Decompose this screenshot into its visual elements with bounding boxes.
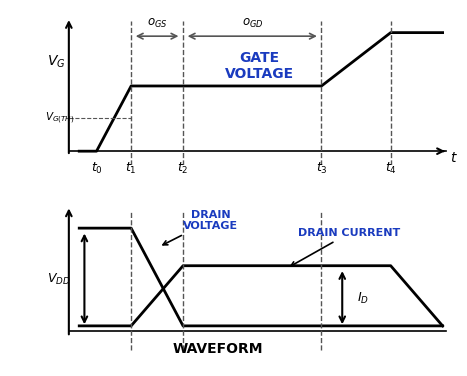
Text: $V_G$: $V_G$	[48, 54, 66, 70]
Text: WAVEFORM: WAVEFORM	[172, 342, 263, 356]
Text: $V_{G(TH)}$: $V_{G(TH)}$	[45, 110, 75, 126]
Text: $t_4$: $t_4$	[385, 161, 396, 176]
Text: DRAIN CURRENT: DRAIN CURRENT	[291, 228, 400, 266]
Text: $o_{GD}$: $o_{GD}$	[241, 17, 263, 30]
Text: t: t	[450, 151, 456, 165]
Text: $t_3$: $t_3$	[316, 161, 327, 176]
Text: DRAIN
VOLTAGE: DRAIN VOLTAGE	[163, 210, 238, 245]
Text: $t_1$: $t_1$	[125, 161, 137, 176]
Text: $t_2$: $t_2$	[177, 161, 189, 176]
Text: $o_{GS}$: $o_{GS}$	[147, 17, 167, 30]
Text: GATE
VOLTAGE: GATE VOLTAGE	[225, 51, 294, 81]
Text: $t_0$: $t_0$	[91, 161, 102, 176]
Text: $V_{DD}$: $V_{DD}$	[47, 272, 70, 287]
Text: $I_D$: $I_D$	[357, 291, 369, 306]
